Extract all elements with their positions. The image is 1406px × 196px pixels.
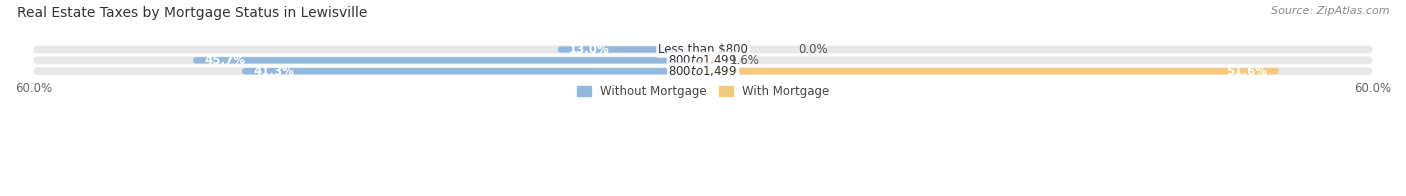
FancyBboxPatch shape [558,46,703,53]
Text: Source: ZipAtlas.com: Source: ZipAtlas.com [1271,6,1389,16]
FancyBboxPatch shape [703,68,1278,74]
Legend: Without Mortgage, With Mortgage: Without Mortgage, With Mortgage [576,85,830,98]
Text: 1.6%: 1.6% [730,54,759,67]
Text: $800 to $1,499: $800 to $1,499 [668,64,738,78]
Text: Real Estate Taxes by Mortgage Status in Lewisville: Real Estate Taxes by Mortgage Status in … [17,6,367,20]
FancyBboxPatch shape [34,67,1372,75]
Text: 41.3%: 41.3% [253,65,294,78]
FancyBboxPatch shape [193,57,703,64]
Text: 13.0%: 13.0% [569,43,610,56]
Text: 45.7%: 45.7% [204,54,245,67]
Text: Less than $800: Less than $800 [658,43,748,56]
FancyBboxPatch shape [34,46,1372,53]
FancyBboxPatch shape [34,56,1372,64]
FancyBboxPatch shape [242,68,703,74]
Text: 51.6%: 51.6% [1226,65,1268,78]
Text: $800 to $1,499: $800 to $1,499 [668,53,738,67]
FancyBboxPatch shape [703,57,721,64]
Text: 0.0%: 0.0% [797,43,828,56]
